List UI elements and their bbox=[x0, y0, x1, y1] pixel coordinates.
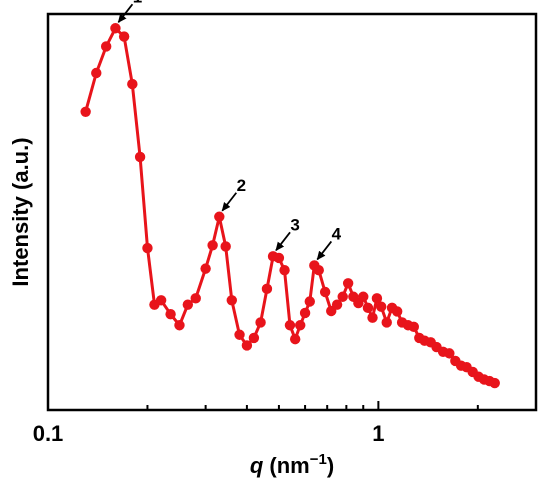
data-point bbox=[289, 333, 301, 345]
x-tick-label: 1 bbox=[372, 421, 384, 446]
data-point bbox=[284, 320, 296, 331]
x-axis-ticks bbox=[47, 401, 537, 410]
data-point bbox=[279, 265, 290, 276]
peak-annotations: 1 2 3 4 bbox=[117, 0, 342, 261]
data-point bbox=[226, 295, 237, 306]
data-point bbox=[220, 241, 231, 252]
data-point bbox=[367, 312, 378, 323]
x-axis-label: q (nm−1) bbox=[250, 451, 334, 478]
data-point bbox=[304, 296, 315, 307]
data-point bbox=[444, 348, 455, 359]
data-point bbox=[358, 291, 369, 302]
annotation-arrow bbox=[221, 192, 238, 212]
data-point bbox=[165, 308, 176, 320]
annotation-label: 4 bbox=[332, 224, 342, 243]
data-point bbox=[342, 278, 354, 289]
data-point bbox=[313, 265, 324, 276]
data-point bbox=[371, 293, 383, 304]
data-point bbox=[248, 332, 260, 344]
data-point bbox=[381, 317, 392, 328]
data-point bbox=[362, 302, 374, 314]
data-point bbox=[214, 211, 225, 222]
plot-frame bbox=[46, 12, 538, 412]
data-point bbox=[255, 317, 266, 328]
x-axis-symbol: q bbox=[250, 453, 264, 478]
x-axis-tick-labels: 0.1 1 bbox=[33, 421, 385, 446]
annotation-arrow bbox=[275, 231, 291, 252]
data-point bbox=[319, 286, 331, 298]
data-point bbox=[174, 320, 185, 331]
annotation-arrow bbox=[117, 3, 134, 24]
data-point bbox=[100, 41, 112, 52]
data-point bbox=[207, 240, 218, 251]
data-point bbox=[273, 252, 285, 264]
x-axis-unit-open: (nm bbox=[263, 453, 309, 478]
data-point bbox=[337, 291, 348, 302]
data-point bbox=[110, 23, 121, 34]
annotation-arrow bbox=[316, 240, 333, 261]
annotation-label: 3 bbox=[290, 215, 299, 234]
data-point bbox=[331, 299, 343, 310]
data-point bbox=[127, 78, 138, 90]
data-point bbox=[190, 293, 201, 304]
x-axis-unit-close: ) bbox=[327, 453, 334, 478]
data-point bbox=[91, 67, 102, 79]
data-point bbox=[134, 151, 146, 163]
data-point bbox=[142, 242, 153, 254]
data-point bbox=[241, 340, 253, 351]
data-point bbox=[80, 106, 91, 118]
data-point bbox=[299, 307, 311, 319]
data-point bbox=[408, 321, 419, 333]
data-point bbox=[155, 295, 167, 306]
data-point bbox=[261, 283, 273, 295]
y-axis-label: Intensity (a.u.) bbox=[8, 137, 33, 286]
data-point bbox=[295, 320, 306, 331]
data-point bbox=[234, 329, 245, 340]
x-tick-label: 0.1 bbox=[33, 421, 64, 446]
annotation-label: 1 bbox=[133, 0, 142, 6]
annotation-label: 2 bbox=[237, 176, 246, 195]
data-point bbox=[118, 31, 130, 42]
data-point bbox=[182, 299, 194, 310]
x-axis-unit-sup: −1 bbox=[310, 451, 327, 468]
data-points bbox=[80, 23, 500, 389]
data-point bbox=[200, 263, 211, 274]
data-point bbox=[391, 306, 403, 317]
data-point bbox=[489, 377, 500, 389]
data-point bbox=[376, 301, 387, 312]
